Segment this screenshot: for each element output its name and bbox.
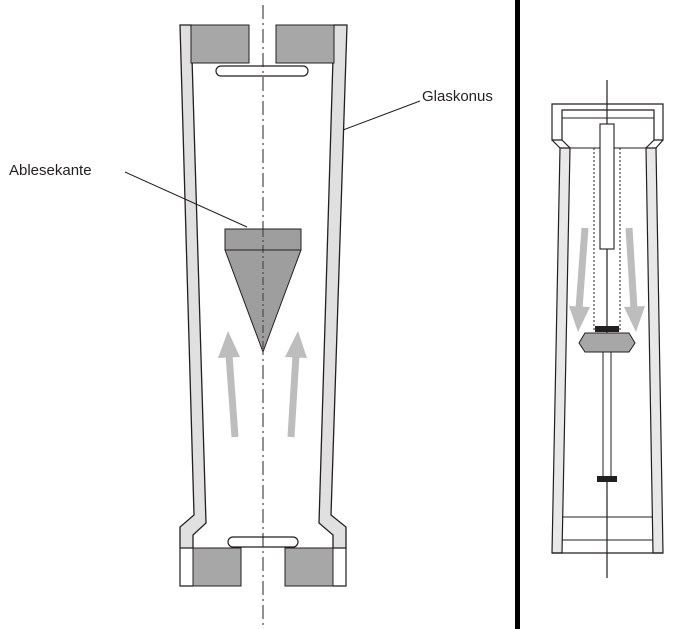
glass-cone-leader (342, 100, 421, 131)
right-meter-right-wall (645, 147, 664, 554)
reading-edge-label: Ablesekante (9, 162, 92, 179)
flow-arrow-up-left (218, 331, 240, 438)
flow-arrow-down-left (569, 227, 590, 332)
guided-float-flowmeter (551, 80, 664, 578)
guided-float (578, 332, 636, 353)
right-glass-wall (318, 24, 348, 549)
vertical-divider (515, 0, 520, 629)
top-float-stop (215, 65, 309, 77)
top-fitting-left (190, 24, 250, 64)
flow-arrow-down-right (624, 227, 645, 332)
top-cap (551, 103, 664, 141)
bottom-fitting-left (192, 547, 242, 587)
glass-cone-flowmeter: Ablesekante Glaskonus (9, 5, 493, 625)
bottom-flange-outline (179, 548, 347, 587)
flow-arrow-up-right (285, 331, 307, 438)
bottom-fitting-right (284, 547, 334, 587)
top-fitting-right (275, 24, 335, 64)
right-meter-left-wall (551, 147, 571, 554)
lower-rod-tube (602, 344, 612, 481)
left-glass-wall (179, 24, 207, 549)
upper-guide-tube (599, 123, 615, 250)
float-collar (595, 326, 619, 332)
reading-edge-leader (124, 171, 248, 228)
glass-cone-label: Glaskonus (422, 88, 493, 105)
lower-stop (597, 476, 617, 482)
